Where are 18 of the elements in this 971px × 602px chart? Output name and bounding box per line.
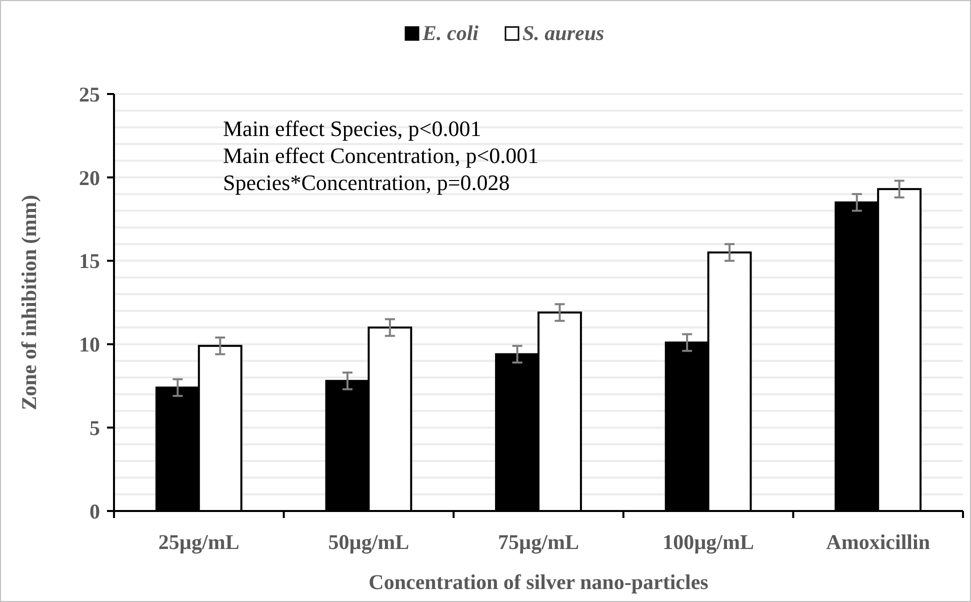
y-tick-label: 10: [79, 332, 100, 357]
y-tick-label: 15: [79, 249, 100, 274]
x-tick-label: Amoxicillin: [826, 530, 930, 554]
y-tick-label: 5: [90, 416, 100, 440]
annotation: Main effect Concentration, p<0.001: [223, 143, 539, 168]
y-axis-title: Zone of inhibition (mm): [17, 194, 41, 410]
x-tick-label: 50µg/mL: [328, 530, 410, 554]
annotation: Species*Concentration, p=0.028: [223, 170, 510, 195]
x-tick-label: 25µg/mL: [158, 530, 240, 554]
x-axis-title: Concentration of silver nano-particles: [368, 570, 708, 594]
legend-label: S. aureus: [522, 21, 604, 45]
y-tick-label: 20: [79, 166, 100, 190]
legend-label: E. coli: [422, 21, 479, 45]
y-tick-label: 0: [90, 499, 100, 524]
y-tick-label: 25: [79, 82, 100, 106]
annotation: Main effect Species, p<0.001: [223, 116, 482, 141]
x-tick-label: 100µg/mL: [662, 530, 754, 554]
x-tick-label: 75µg/mL: [498, 530, 579, 554]
